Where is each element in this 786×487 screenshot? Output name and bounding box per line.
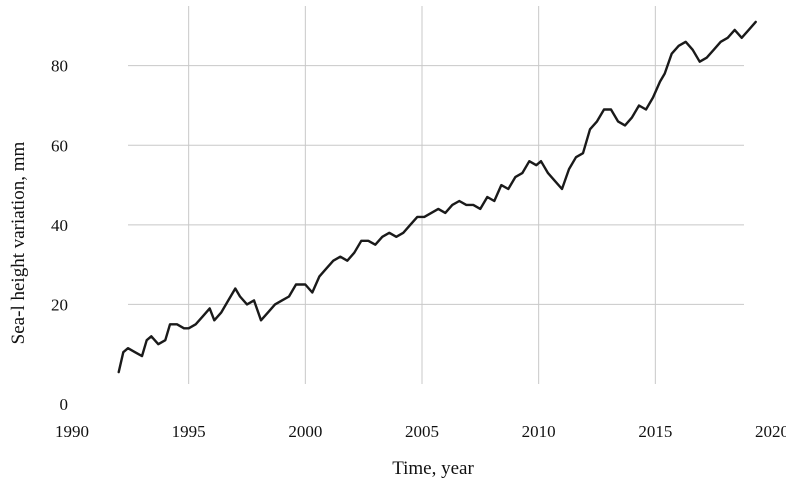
x-tick-label: 2000 bbox=[288, 422, 322, 441]
y-axis-title: Sea-l height variation, mm bbox=[8, 141, 29, 344]
y-tick-label: 0 bbox=[60, 395, 69, 414]
x-tick-label: 2005 bbox=[405, 422, 439, 441]
x-tick-labels: 1990 1995 2000 2005 2010 2015 2020 bbox=[55, 422, 786, 441]
y-tick-labels: 0 20 40 60 80 bbox=[51, 57, 68, 414]
sea-level-series-line bbox=[117, 20, 757, 374]
y-tick-label: 60 bbox=[51, 136, 68, 155]
x-axis-title: Time, year bbox=[392, 458, 474, 479]
y-tick-label: 40 bbox=[51, 216, 68, 235]
y-tick-label: 20 bbox=[51, 295, 68, 314]
grid-horizontal bbox=[128, 65, 744, 305]
x-tick-label: 2020 bbox=[755, 422, 786, 441]
x-tick-label: 2010 bbox=[522, 422, 556, 441]
x-tick-label: 2015 bbox=[638, 422, 672, 441]
x-tick-label: 1990 bbox=[55, 422, 89, 441]
y-tick-label: 80 bbox=[51, 57, 68, 76]
x-tick-label: 1995 bbox=[172, 422, 206, 441]
grid-vertical bbox=[188, 6, 656, 384]
